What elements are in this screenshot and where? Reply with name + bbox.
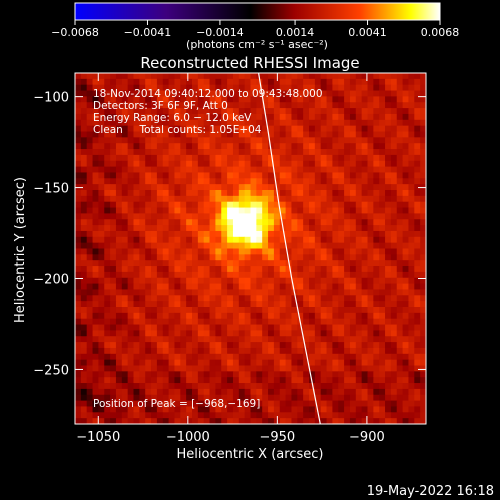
chart-title: Reconstructed RHESSI Image bbox=[140, 54, 359, 72]
x-tick-label: −1050 bbox=[76, 430, 120, 445]
plot-frame bbox=[74, 72, 427, 425]
y-tick-label: −150 bbox=[33, 182, 69, 197]
x-tick-label: −950 bbox=[260, 430, 296, 445]
detectors-annotation: Detectors: 3F 6F 9F, Att 0 bbox=[93, 100, 228, 112]
footer-timestamp: 19-May-2022 16:18 bbox=[367, 484, 494, 499]
heatmap-image bbox=[75, 73, 426, 424]
colorbar-unit-label: (photons cm⁻² s⁻¹ asec⁻²) bbox=[186, 38, 328, 51]
colorbar-tick-label: 0.0068 bbox=[421, 26, 460, 39]
y-axis-label: Heliocentric Y (arcsec) bbox=[13, 177, 28, 323]
x-axis-label: Heliocentric X (arcsec) bbox=[177, 447, 324, 462]
colorbar bbox=[74, 2, 441, 21]
colorbar-tick-label: −0.0014 bbox=[196, 26, 244, 39]
colorbar-tick-label: 0.0041 bbox=[348, 26, 387, 39]
colorbar-tick-labels: −0.0068 −0.0041 −0.0014 0.0014 0.0041 0.0068 bbox=[51, 26, 459, 39]
y-tick-label: −250 bbox=[33, 363, 69, 378]
colorbar-tick-label: −0.0041 bbox=[124, 26, 172, 39]
colorbar-ticks bbox=[74, 20, 441, 25]
colorbar-tick-label: 0.0014 bbox=[276, 26, 315, 39]
energy-range-annotation: Energy Range: 6.0 − 12.0 keV bbox=[93, 112, 252, 124]
x-axis-tick-labels: −1050 −1000 −950 −900 bbox=[76, 430, 384, 445]
y-axis-tick-labels: −100 −150 −200 −250 bbox=[33, 91, 69, 379]
plot-area bbox=[75, 73, 426, 424]
x-tick-label: −900 bbox=[349, 430, 385, 445]
colorbar-tick-label: −0.0068 bbox=[51, 26, 99, 39]
solar-limb-curve bbox=[258, 73, 321, 424]
x-tick-label: −1000 bbox=[166, 430, 210, 445]
y-tick-label: −200 bbox=[33, 273, 69, 288]
y-tick-label: −100 bbox=[33, 91, 69, 106]
counts-annotation: Clean Total counts: 1.05E+04 bbox=[93, 124, 262, 136]
x-axis-ticks bbox=[97, 73, 368, 424]
time-range-annotation: 18-Nov-2014 09:40:12.000 to 09:43:48.000 bbox=[93, 88, 323, 100]
y-axis-ticks bbox=[75, 96, 426, 370]
peak-position-annotation: Position of Peak = [−968,−169] bbox=[93, 398, 260, 410]
